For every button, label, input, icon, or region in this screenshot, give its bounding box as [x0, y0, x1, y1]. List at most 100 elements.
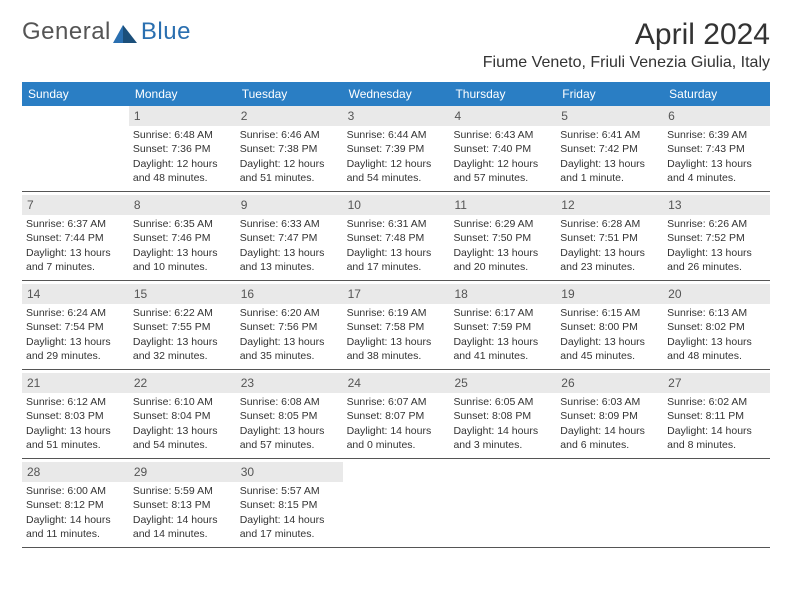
day-number: 22	[129, 373, 236, 393]
weekday-header-row: SundayMondayTuesdayWednesdayThursdayFrid…	[22, 82, 770, 106]
day-cell: 27Sunrise: 6:02 AMSunset: 8:11 PMDayligh…	[663, 373, 770, 458]
daylight-text: Daylight: 13 hours and 17 minutes.	[347, 246, 446, 274]
daylight-text: Daylight: 13 hours and 32 minutes.	[133, 335, 232, 363]
day-number: 10	[343, 195, 450, 215]
brand-mark-icon	[113, 21, 139, 43]
day-body: Sunrise: 6:13 AMSunset: 8:02 PMDaylight:…	[663, 306, 770, 366]
sunrise-text: Sunrise: 6:44 AM	[347, 128, 446, 142]
day-number: 26	[556, 373, 663, 393]
day-cell: 4Sunrise: 6:43 AMSunset: 7:40 PMDaylight…	[449, 106, 556, 191]
day-body: Sunrise: 6:41 AMSunset: 7:42 PMDaylight:…	[556, 128, 663, 188]
sunrise-text: Sunrise: 6:03 AM	[560, 395, 659, 409]
day-number: 19	[556, 284, 663, 304]
sunset-text: Sunset: 7:46 PM	[133, 231, 232, 245]
day-body: Sunrise: 6:07 AMSunset: 8:07 PMDaylight:…	[343, 395, 450, 455]
day-body: Sunrise: 5:59 AMSunset: 8:13 PMDaylight:…	[129, 484, 236, 544]
sunrise-text: Sunrise: 5:59 AM	[133, 484, 232, 498]
day-cell: 5Sunrise: 6:41 AMSunset: 7:42 PMDaylight…	[556, 106, 663, 191]
day-body: Sunrise: 6:24 AMSunset: 7:54 PMDaylight:…	[22, 306, 129, 366]
sunset-text: Sunset: 8:02 PM	[667, 320, 766, 334]
sunrise-text: Sunrise: 6:10 AM	[133, 395, 232, 409]
sunset-text: Sunset: 7:38 PM	[240, 142, 339, 156]
sunrise-text: Sunrise: 6:29 AM	[453, 217, 552, 231]
day-cell: 12Sunrise: 6:28 AMSunset: 7:51 PMDayligh…	[556, 195, 663, 280]
sunrise-text: Sunrise: 6:00 AM	[26, 484, 125, 498]
day-cell	[449, 462, 556, 547]
sunrise-text: Sunrise: 6:33 AM	[240, 217, 339, 231]
day-cell: 24Sunrise: 6:07 AMSunset: 8:07 PMDayligh…	[343, 373, 450, 458]
sunset-text: Sunset: 7:42 PM	[560, 142, 659, 156]
day-cell: 9Sunrise: 6:33 AMSunset: 7:47 PMDaylight…	[236, 195, 343, 280]
day-number: 27	[663, 373, 770, 393]
day-number: 18	[449, 284, 556, 304]
day-cell	[663, 462, 770, 547]
sunset-text: Sunset: 7:39 PM	[347, 142, 446, 156]
weekday-header: Wednesday	[343, 82, 450, 106]
day-body: Sunrise: 6:28 AMSunset: 7:51 PMDaylight:…	[556, 217, 663, 277]
week-row: 21Sunrise: 6:12 AMSunset: 8:03 PMDayligh…	[22, 373, 770, 459]
day-body: Sunrise: 6:48 AMSunset: 7:36 PMDaylight:…	[129, 128, 236, 188]
day-body: Sunrise: 6:10 AMSunset: 8:04 PMDaylight:…	[129, 395, 236, 455]
sunset-text: Sunset: 7:54 PM	[26, 320, 125, 334]
day-body: Sunrise: 6:37 AMSunset: 7:44 PMDaylight:…	[22, 217, 129, 277]
day-cell: 3Sunrise: 6:44 AMSunset: 7:39 PMDaylight…	[343, 106, 450, 191]
daylight-text: Daylight: 14 hours and 0 minutes.	[347, 424, 446, 452]
sunrise-text: Sunrise: 5:57 AM	[240, 484, 339, 498]
sunset-text: Sunset: 8:04 PM	[133, 409, 232, 423]
day-cell: 25Sunrise: 6:05 AMSunset: 8:08 PMDayligh…	[449, 373, 556, 458]
sunrise-text: Sunrise: 6:39 AM	[667, 128, 766, 142]
sunset-text: Sunset: 8:11 PM	[667, 409, 766, 423]
brand-logo: General Blue	[22, 18, 191, 46]
month-title: April 2024	[483, 18, 770, 52]
week-row: 7Sunrise: 6:37 AMSunset: 7:44 PMDaylight…	[22, 195, 770, 281]
day-body: Sunrise: 6:22 AMSunset: 7:55 PMDaylight:…	[129, 306, 236, 366]
weekday-header: Friday	[556, 82, 663, 106]
sunrise-text: Sunrise: 6:05 AM	[453, 395, 552, 409]
day-cell	[22, 106, 129, 191]
day-number: 13	[663, 195, 770, 215]
daylight-text: Daylight: 13 hours and 1 minute.	[560, 157, 659, 185]
sunset-text: Sunset: 7:44 PM	[26, 231, 125, 245]
sunset-text: Sunset: 7:52 PM	[667, 231, 766, 245]
sunset-text: Sunset: 7:51 PM	[560, 231, 659, 245]
sunset-text: Sunset: 7:43 PM	[667, 142, 766, 156]
day-number: 6	[663, 106, 770, 126]
sunrise-text: Sunrise: 6:22 AM	[133, 306, 232, 320]
day-cell: 8Sunrise: 6:35 AMSunset: 7:46 PMDaylight…	[129, 195, 236, 280]
daylight-text: Daylight: 12 hours and 51 minutes.	[240, 157, 339, 185]
day-body: Sunrise: 6:00 AMSunset: 8:12 PMDaylight:…	[22, 484, 129, 544]
day-cell: 21Sunrise: 6:12 AMSunset: 8:03 PMDayligh…	[22, 373, 129, 458]
day-cell: 14Sunrise: 6:24 AMSunset: 7:54 PMDayligh…	[22, 284, 129, 369]
sunset-text: Sunset: 7:50 PM	[453, 231, 552, 245]
day-body: Sunrise: 6:17 AMSunset: 7:59 PMDaylight:…	[449, 306, 556, 366]
sunset-text: Sunset: 7:36 PM	[133, 142, 232, 156]
day-number: 4	[449, 106, 556, 126]
day-body: Sunrise: 6:44 AMSunset: 7:39 PMDaylight:…	[343, 128, 450, 188]
day-cell	[343, 462, 450, 547]
day-number: 23	[236, 373, 343, 393]
empty-day	[22, 106, 129, 126]
daylight-text: Daylight: 13 hours and 54 minutes.	[133, 424, 232, 452]
sunset-text: Sunset: 8:00 PM	[560, 320, 659, 334]
daylight-text: Daylight: 12 hours and 57 minutes.	[453, 157, 552, 185]
day-cell: 28Sunrise: 6:00 AMSunset: 8:12 PMDayligh…	[22, 462, 129, 547]
sunrise-text: Sunrise: 6:13 AM	[667, 306, 766, 320]
day-number: 30	[236, 462, 343, 482]
day-number: 24	[343, 373, 450, 393]
sunset-text: Sunset: 7:59 PM	[453, 320, 552, 334]
weekday-header: Thursday	[449, 82, 556, 106]
day-body: Sunrise: 6:08 AMSunset: 8:05 PMDaylight:…	[236, 395, 343, 455]
day-body: Sunrise: 6:19 AMSunset: 7:58 PMDaylight:…	[343, 306, 450, 366]
day-cell: 18Sunrise: 6:17 AMSunset: 7:59 PMDayligh…	[449, 284, 556, 369]
sunset-text: Sunset: 7:40 PM	[453, 142, 552, 156]
daylight-text: Daylight: 14 hours and 17 minutes.	[240, 513, 339, 541]
sunset-text: Sunset: 7:47 PM	[240, 231, 339, 245]
day-cell: 13Sunrise: 6:26 AMSunset: 7:52 PMDayligh…	[663, 195, 770, 280]
daylight-text: Daylight: 13 hours and 45 minutes.	[560, 335, 659, 363]
daylight-text: Daylight: 13 hours and 4 minutes.	[667, 157, 766, 185]
daylight-text: Daylight: 13 hours and 38 minutes.	[347, 335, 446, 363]
daylight-text: Daylight: 13 hours and 23 minutes.	[560, 246, 659, 274]
week-row: 14Sunrise: 6:24 AMSunset: 7:54 PMDayligh…	[22, 284, 770, 370]
daylight-text: Daylight: 14 hours and 6 minutes.	[560, 424, 659, 452]
day-cell: 26Sunrise: 6:03 AMSunset: 8:09 PMDayligh…	[556, 373, 663, 458]
